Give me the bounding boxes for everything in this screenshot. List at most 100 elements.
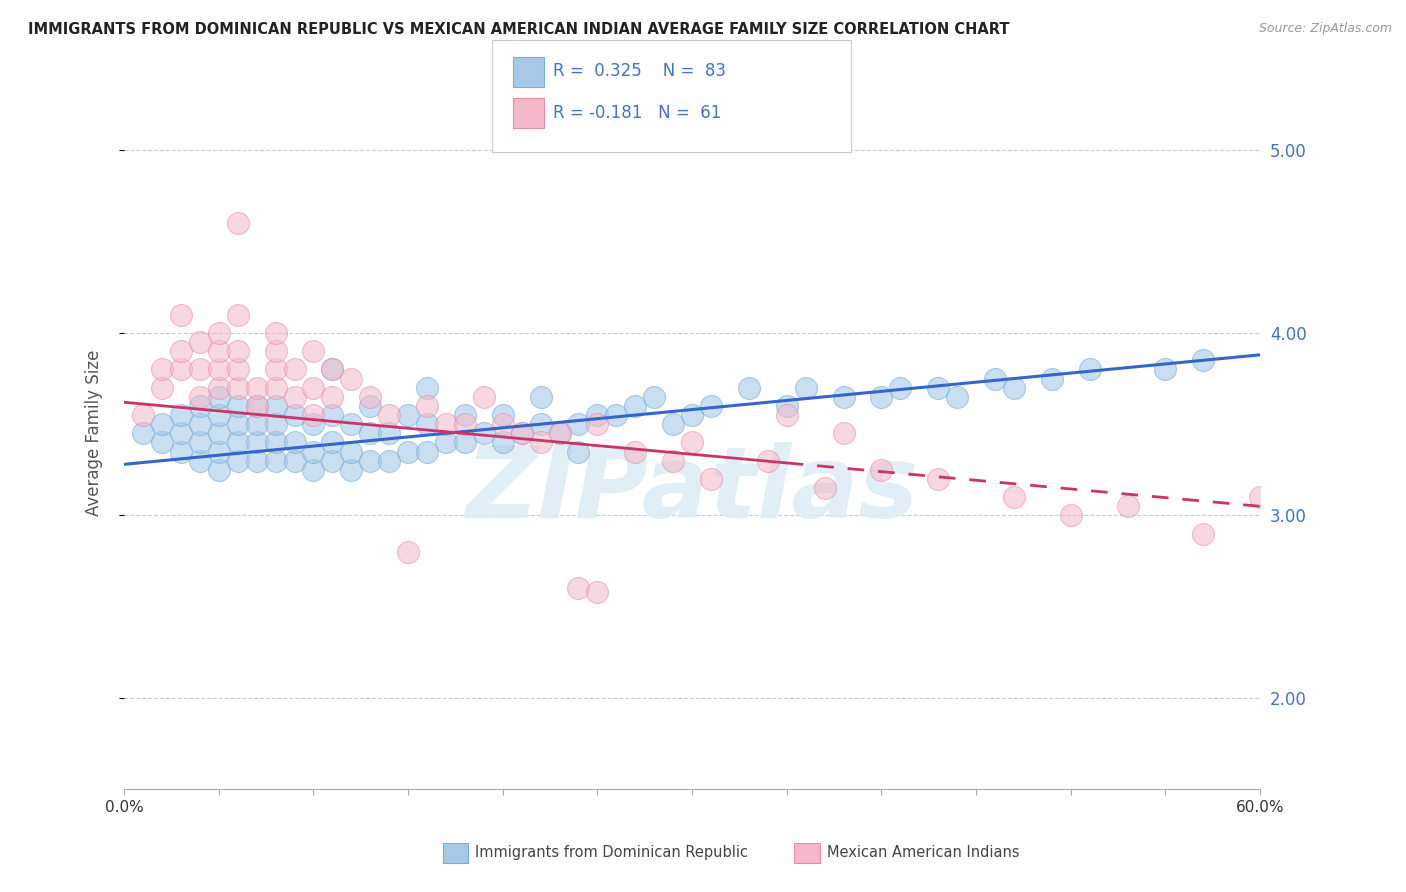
Point <box>321 362 343 376</box>
Point <box>1060 508 1083 523</box>
Point <box>700 472 723 486</box>
Point <box>226 453 249 467</box>
Point <box>624 444 647 458</box>
Point <box>208 444 231 458</box>
Point <box>226 344 249 359</box>
Point <box>188 417 211 432</box>
Point <box>927 381 949 395</box>
Point <box>246 435 269 450</box>
Point <box>1249 490 1271 504</box>
Point <box>472 426 495 441</box>
Point <box>246 453 269 467</box>
Point <box>150 362 173 376</box>
Point <box>264 417 287 432</box>
Point <box>302 444 325 458</box>
Point <box>472 390 495 404</box>
Point <box>208 463 231 477</box>
Point <box>567 444 589 458</box>
Point <box>586 408 609 422</box>
Point <box>359 390 381 404</box>
Point <box>984 371 1007 385</box>
Point <box>492 435 515 450</box>
Point <box>226 417 249 432</box>
Point <box>1192 526 1215 541</box>
Point <box>396 408 419 422</box>
Point <box>188 390 211 404</box>
Point <box>170 444 193 458</box>
Point <box>226 362 249 376</box>
Point <box>359 453 381 467</box>
Text: Immigrants from Dominican Republic: Immigrants from Dominican Republic <box>475 846 748 860</box>
Point <box>794 381 817 395</box>
Point <box>530 435 553 450</box>
Point <box>832 426 855 441</box>
Point <box>208 390 231 404</box>
Text: Source: ZipAtlas.com: Source: ZipAtlas.com <box>1258 22 1392 36</box>
Point <box>1002 490 1025 504</box>
Point <box>321 408 343 422</box>
Point <box>776 408 799 422</box>
Point <box>454 417 477 432</box>
Point <box>246 399 269 413</box>
Point <box>321 390 343 404</box>
Point <box>264 453 287 467</box>
Point <box>738 381 761 395</box>
Point <box>302 408 325 422</box>
Point <box>208 426 231 441</box>
Point <box>681 435 703 450</box>
Point <box>510 426 533 441</box>
Point <box>208 344 231 359</box>
Text: R = -0.181   N =  61: R = -0.181 N = 61 <box>553 104 721 122</box>
Point <box>208 362 231 376</box>
Point <box>605 408 627 422</box>
Text: Mexican American Indians: Mexican American Indians <box>827 846 1019 860</box>
Point <box>340 371 363 385</box>
Point <box>396 545 419 559</box>
Point <box>378 408 401 422</box>
Point <box>302 417 325 432</box>
Point <box>624 399 647 413</box>
Point <box>492 408 515 422</box>
Point <box>264 362 287 376</box>
Point <box>226 435 249 450</box>
Point <box>132 426 155 441</box>
Point <box>567 582 589 596</box>
Point <box>548 426 571 441</box>
Text: ZIPatlas: ZIPatlas <box>465 442 918 539</box>
Point <box>492 417 515 432</box>
Point <box>567 417 589 432</box>
Point <box>170 308 193 322</box>
Point <box>1002 381 1025 395</box>
Point <box>548 426 571 441</box>
Point <box>434 417 457 432</box>
Point <box>454 408 477 422</box>
Point <box>264 381 287 395</box>
Point <box>226 216 249 230</box>
Point <box>283 362 305 376</box>
Point <box>416 417 439 432</box>
Point <box>150 435 173 450</box>
Point <box>283 390 305 404</box>
Point <box>170 426 193 441</box>
Point <box>302 344 325 359</box>
Point <box>396 444 419 458</box>
Point <box>302 381 325 395</box>
Point <box>264 435 287 450</box>
Point <box>170 362 193 376</box>
Point <box>756 453 779 467</box>
Point <box>870 463 893 477</box>
Point <box>643 390 665 404</box>
Point <box>188 453 211 467</box>
Point <box>662 417 685 432</box>
Point <box>586 417 609 432</box>
Y-axis label: Average Family Size: Average Family Size <box>86 350 103 516</box>
Point <box>340 463 363 477</box>
Point <box>321 453 343 467</box>
Point <box>170 408 193 422</box>
Point <box>283 408 305 422</box>
Point <box>832 390 855 404</box>
Point <box>946 390 969 404</box>
Point <box>188 435 211 450</box>
Point <box>188 334 211 349</box>
Point <box>454 435 477 450</box>
